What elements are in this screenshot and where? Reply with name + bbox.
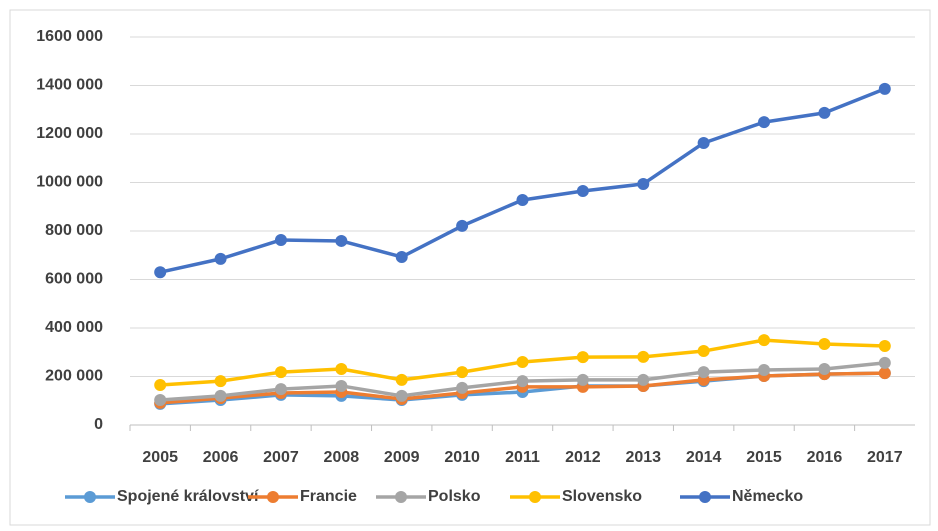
data-point <box>576 351 589 364</box>
data-point <box>818 106 831 119</box>
legend-marker <box>395 491 407 503</box>
data-point <box>697 345 710 358</box>
legend-label: Slovensko <box>562 488 642 505</box>
x-tick-label: 2008 <box>324 449 360 466</box>
data-point <box>274 366 287 379</box>
data-point <box>274 383 287 396</box>
legend-marker <box>699 491 711 503</box>
y-tick-label: 800 000 <box>45 222 103 239</box>
x-tick-label: 2012 <box>565 449 601 466</box>
legend-label: Francie <box>300 488 357 505</box>
data-point <box>335 379 348 392</box>
data-point <box>395 250 408 263</box>
y-tick-label: 600 000 <box>45 271 103 288</box>
data-point <box>697 366 710 379</box>
data-point <box>818 362 831 375</box>
data-point <box>516 193 529 206</box>
data-point <box>456 366 469 379</box>
data-point <box>154 378 167 391</box>
y-tick-label: 200 000 <box>45 368 103 385</box>
x-tick-label: 2014 <box>686 449 722 466</box>
legend-marker <box>267 491 279 503</box>
data-point <box>576 184 589 197</box>
data-point <box>878 367 891 380</box>
y-tick-label: 1400 000 <box>36 77 103 94</box>
data-point <box>395 373 408 386</box>
x-tick-label: 2005 <box>142 449 178 466</box>
data-point <box>758 334 771 347</box>
data-point <box>335 234 348 247</box>
legend-label: Polsko <box>428 488 481 505</box>
chart-border <box>9 9 931 526</box>
legend-label: Německo <box>732 488 803 505</box>
x-tick-label: 2009 <box>384 449 420 466</box>
data-point <box>274 233 287 246</box>
x-tick-label: 2013 <box>625 449 661 466</box>
data-point <box>637 350 650 363</box>
data-point <box>214 375 227 388</box>
y-tick-label: 1000 000 <box>36 174 103 191</box>
data-point <box>878 356 891 369</box>
x-tick-label: 2011 <box>505 449 540 466</box>
legend-label: Spojené království <box>117 488 259 505</box>
data-point <box>697 136 710 149</box>
y-tick-label: 1600 000 <box>36 28 103 45</box>
data-point <box>214 389 227 402</box>
y-tick-label: 1200 000 <box>36 125 103 142</box>
data-point <box>758 116 771 129</box>
data-point <box>818 338 831 351</box>
data-point <box>395 389 408 402</box>
legend-marker <box>84 491 96 503</box>
data-point <box>758 363 771 376</box>
legend-marker <box>529 491 541 503</box>
data-point <box>456 219 469 232</box>
x-tick-label: 2010 <box>444 449 480 466</box>
data-point <box>637 373 650 386</box>
data-point <box>516 375 529 388</box>
x-tick-label: 2015 <box>746 449 782 466</box>
data-point <box>154 394 167 407</box>
data-point <box>576 373 589 386</box>
data-point <box>878 82 891 95</box>
data-point <box>516 355 529 368</box>
y-tick-label: 400 000 <box>45 319 103 336</box>
data-point <box>214 252 227 265</box>
x-tick-label: 2017 <box>867 449 903 466</box>
data-point <box>154 266 167 279</box>
y-tick-label: 0 <box>94 416 103 433</box>
data-point <box>456 381 469 394</box>
x-tick-label: 2016 <box>807 449 843 466</box>
data-point <box>878 339 891 352</box>
x-tick-label: 2006 <box>203 449 239 466</box>
data-point <box>335 362 348 375</box>
data-point <box>637 177 650 190</box>
x-tick-label: 2007 <box>263 449 299 466</box>
